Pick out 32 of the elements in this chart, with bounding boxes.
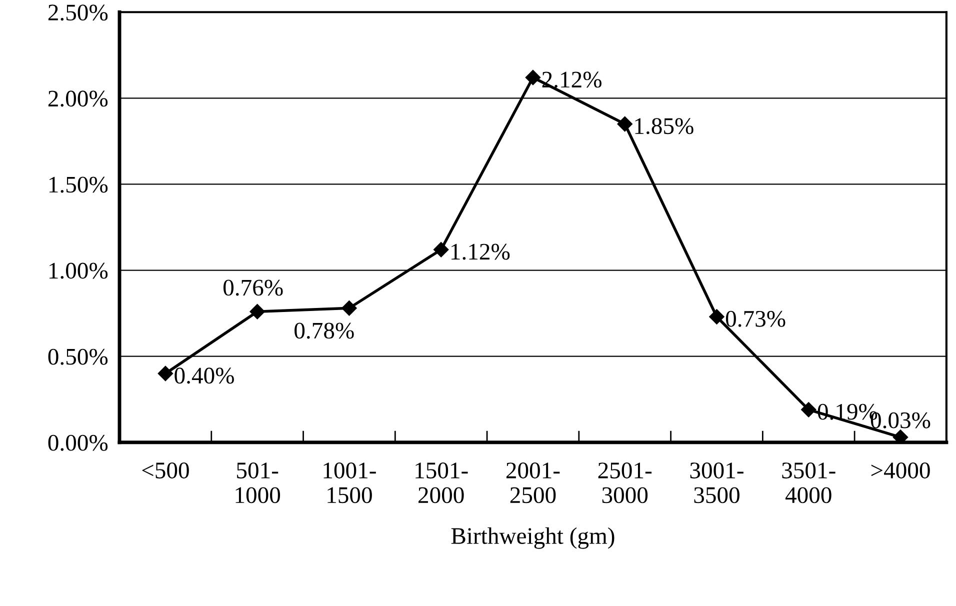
data-label: 1.85% [635, 118, 694, 134]
x-tick-label: 3501- 4000 [782, 462, 836, 504]
data-label: 0.76% [224, 280, 283, 296]
x-tick-label: 3001- 3500 [690, 462, 744, 504]
data-label: 0.73% [726, 310, 786, 327]
x-tick-label: <500 [142, 462, 189, 478]
y-tick-label: 1.50% [49, 176, 108, 193]
x-tick-label: 1001- 1500 [324, 462, 376, 504]
point [434, 242, 449, 258]
data-label: 1.12% [452, 244, 510, 260]
x-tick-label: 2501- 3000 [598, 462, 652, 504]
y-tick-label: 0.50% [48, 348, 108, 365]
x-tick-label: 2001- 2500 [506, 462, 560, 504]
x-tick-label: >4000 [871, 462, 930, 478]
data-label: 0.78% [294, 322, 354, 339]
y-tick-label: 2.00% [48, 90, 108, 107]
point [892, 430, 908, 442]
point [525, 70, 541, 86]
point [709, 309, 724, 324]
data-label: 2.12% [542, 72, 602, 88]
point [158, 366, 174, 382]
data-label: 0.40% [174, 368, 234, 384]
point [617, 116, 632, 132]
x-axis-title: Birthweight (gm) [451, 527, 614, 549]
y-tick-label: 1.00% [49, 262, 108, 279]
point [342, 300, 357, 316]
x-tick-label: 501- 1000 [236, 462, 280, 504]
y-tick-label: 2.50% [48, 4, 108, 21]
x-tick-label: 1501- 2000 [416, 462, 468, 504]
point [801, 402, 816, 418]
point [250, 304, 265, 320]
y-tick-label: 0.00% [48, 434, 108, 451]
